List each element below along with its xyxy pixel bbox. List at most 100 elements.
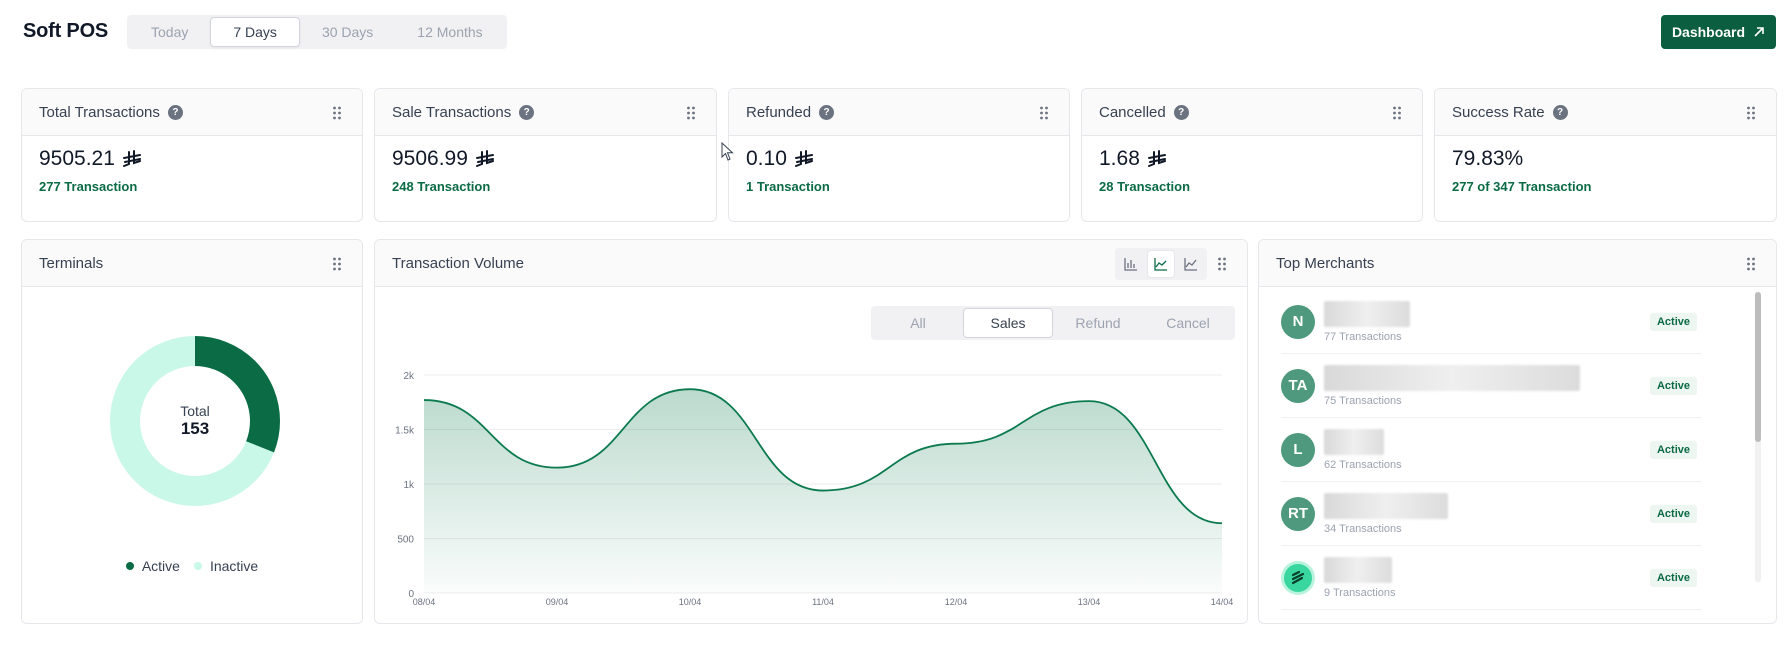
y-tick-label: 0 (408, 589, 414, 600)
stat-title: Cancelled (1099, 103, 1166, 121)
stat-transaction-count: 1 Transaction (746, 179, 830, 194)
stat-amount: 1.68 (1099, 147, 1140, 170)
drag-handle-icon[interactable] (686, 106, 696, 120)
terminals-legend: Active Inactive (22, 558, 362, 574)
donut-slice-active[interactable] (110, 336, 280, 506)
stat-value: 1.68 (1099, 147, 1166, 171)
merchant-avatar: N (1281, 304, 1315, 339)
stat-amount: 0.10 (746, 147, 787, 170)
x-tick-label: 08/04 (413, 597, 436, 607)
stat-card-cancelled: Cancelled ? 1.68 28 Transaction (1081, 88, 1423, 222)
merchants-title: Top Merchants (1276, 254, 1375, 272)
help-icon[interactable]: ? (1552, 104, 1568, 120)
top-bar: Soft POS Today 7 Days 30 Days 12 Months … (0, 0, 1786, 64)
top-merchants-card: Top Merchants N 77 Transactions Active T… (1258, 239, 1777, 624)
merchant-transactions: 9 Transactions (1324, 586, 1396, 599)
dashboard-button[interactable]: Dashboard (1661, 15, 1776, 49)
stat-value: 79.83% (1452, 147, 1523, 171)
legend-item-active[interactable]: Active (125, 558, 180, 574)
filter-tab-cancel[interactable]: Cancel (1166, 315, 1210, 331)
drag-handle-icon[interactable] (332, 106, 342, 120)
x-tick-label: 09/04 (546, 597, 569, 607)
chart-type-switcher (1115, 248, 1207, 280)
range-tab-12-months[interactable]: 12 Months (417, 24, 483, 40)
merchant-transactions: 75 Transactions (1324, 394, 1402, 407)
legend-item-inactive[interactable]: Inactive (193, 558, 258, 574)
stat-card-header: Cancelled ? (1082, 89, 1422, 136)
merchant-row[interactable]: TA 75 Transactions Active (1281, 354, 1701, 418)
volume-card-header: Transaction Volume (375, 240, 1247, 287)
merchant-logo-icon (1291, 570, 1305, 584)
merchant-row[interactable]: RT 34 Transactions Active (1281, 482, 1701, 546)
range-tab-30-days[interactable]: 30 Days (321, 24, 374, 40)
x-tick-label: 11/04 (812, 597, 834, 607)
merchant-info: 34 Transactions (1324, 492, 1448, 535)
merchant-list: N 77 Transactions Active TA 75 Transacti… (1281, 290, 1701, 610)
stat-transaction-count: 248 Transaction (392, 179, 491, 194)
stat-title: Total Transactions (39, 103, 160, 121)
stat-amount: 9505.21 (39, 147, 115, 170)
range-tab-7-days[interactable]: 7 Days (210, 17, 300, 47)
mouse-cursor-icon (721, 142, 734, 161)
drag-handle-icon[interactable] (1746, 257, 1756, 271)
donut-center: Total 153 (110, 336, 280, 506)
drag-handle-icon[interactable] (1392, 106, 1402, 120)
help-icon[interactable]: ? (167, 104, 183, 120)
merchant-row[interactable]: N 77 Transactions Active (1281, 290, 1701, 354)
stat-title: Sale Transactions (392, 103, 512, 121)
drag-handle-icon[interactable] (332, 257, 342, 271)
merchant-row[interactable]: L 62 Transactions Active (1281, 418, 1701, 482)
stat-value: 9505.21 (39, 147, 141, 171)
stat-card-refunded: Refunded ? 0.10 1 Transaction (728, 88, 1070, 222)
filter-tab-all[interactable]: All (910, 315, 926, 331)
bar-chart-icon (1124, 258, 1137, 271)
merchant-row[interactable]: 9 Transactions Active (1281, 546, 1701, 610)
series-line[interactable] (423, 388, 1223, 525)
merchant-list-scrollbar[interactable] (1755, 292, 1761, 582)
scroll-thumb[interactable] (1755, 292, 1761, 442)
drag-handle-icon[interactable] (1217, 257, 1227, 271)
app-title: Soft POS (23, 20, 109, 42)
drag-handle-icon[interactable] (1746, 106, 1756, 120)
stat-title: Refunded (746, 103, 812, 121)
status-badge: Active (1649, 569, 1697, 587)
transaction-volume-card: Transaction Volume All Sales Refund Canc… (374, 239, 1248, 624)
merchant-transactions: 62 Transactions (1324, 458, 1402, 471)
y-tick-label: 2k (403, 371, 415, 382)
drag-handle-icon[interactable] (1039, 106, 1049, 120)
stat-card-header: Sale Transactions ? (375, 89, 716, 136)
help-icon[interactable]: ? (819, 104, 835, 120)
merchant-name-redacted (1324, 364, 1580, 391)
help-icon[interactable]: ? (1173, 104, 1189, 120)
y-tick-label: 1.5k (395, 426, 415, 437)
merchant-name-redacted (1324, 556, 1392, 583)
stat-title: Success Rate (1452, 103, 1545, 121)
area-chart-button[interactable] (1147, 250, 1175, 278)
help-icon[interactable]: ? (519, 104, 535, 120)
status-badge: Active (1649, 441, 1697, 459)
filter-tab-sales[interactable]: Sales (963, 308, 1053, 338)
terminals-card-header: Terminals (22, 240, 362, 287)
donut-total-value: 153 (180, 419, 210, 438)
merchant-transactions: 34 Transactions (1324, 522, 1402, 535)
saudi-riyal-icon (475, 150, 494, 167)
merchant-name-redacted (1324, 492, 1448, 519)
bar-chart-button[interactable] (1117, 250, 1145, 278)
stat-transaction-count: 277 of 347 Transaction (1452, 179, 1592, 194)
saudi-riyal-icon (122, 150, 141, 167)
merchant-name-redacted (1324, 428, 1384, 455)
stat-card-header: Total Transactions ? (22, 89, 362, 136)
terminals-card: Terminals Total 153 Active Inactive (21, 239, 363, 624)
line-chart-icon (1184, 258, 1197, 271)
donut-total-label: Total (180, 403, 210, 419)
stat-amount: 9506.99 (392, 147, 468, 170)
range-tab-today[interactable]: Today (151, 24, 189, 40)
merchant-transactions: 77 Transactions (1324, 330, 1402, 343)
x-tick-label: 13/04 (1078, 597, 1101, 607)
merchants-card-header: Top Merchants (1259, 240, 1776, 287)
stat-card-total-transactions: Total Transactions ? 9505.21 277 Transac… (21, 88, 363, 222)
filter-tab-refund[interactable]: Refund (1075, 315, 1121, 331)
line-chart-button[interactable] (1177, 250, 1205, 278)
stat-card-header: Success Rate ? (1435, 89, 1776, 136)
stat-value: 0.10 (746, 147, 813, 171)
